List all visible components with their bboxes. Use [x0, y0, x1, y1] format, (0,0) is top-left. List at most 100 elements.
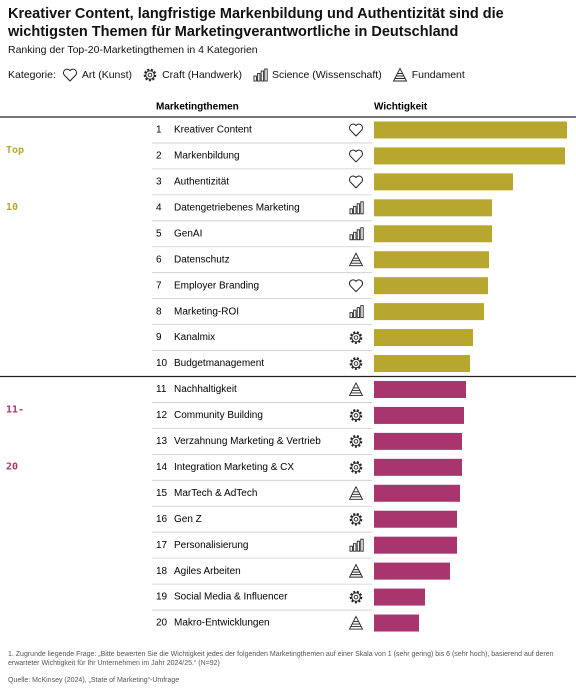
bar [374, 303, 484, 321]
rank: 18 [156, 566, 168, 577]
rank: 13 [156, 436, 168, 447]
category-icon [349, 512, 363, 526]
category-icon [349, 538, 364, 552]
legend-label: Science (Wissenschaft) [272, 69, 382, 81]
legend-item: Fundament [392, 67, 465, 83]
bar [374, 199, 492, 217]
rank: 16 [156, 514, 168, 525]
topic: Verzahnung Marketing & Vertrieb [174, 436, 321, 447]
column-header: Wichtigkeit [374, 102, 428, 113]
bar [374, 510, 457, 528]
topic: Budgetmanagement [174, 358, 264, 369]
legend-icon [62, 68, 77, 82]
rank: 1 [156, 125, 162, 136]
category-icon [348, 252, 364, 267]
rank: 17 [156, 540, 168, 551]
rank: 5 [156, 228, 162, 239]
topic: Personalisierung [174, 540, 249, 551]
category-icon [349, 227, 364, 241]
category-icon [348, 123, 364, 137]
topic: Gen Z [174, 514, 202, 525]
topic: MarTech & AdTech [174, 488, 257, 499]
rank: 9 [156, 332, 162, 343]
legend: Kategorie: Art (Kunst) Craft (Handwerk) Sci… [8, 67, 469, 83]
bar [374, 355, 470, 373]
legend-label: Craft (Handwerk) [162, 69, 242, 81]
rank: 11 [156, 384, 167, 395]
bar [374, 536, 457, 554]
topic: Employer Branding [174, 280, 259, 291]
topic: Nachhaltigkeit [174, 384, 237, 395]
category-icon [349, 201, 364, 215]
topic: Datenschutz [174, 254, 230, 265]
legend-icon [253, 68, 268, 82]
group-label: 11- [6, 405, 24, 416]
bar [374, 225, 492, 243]
footnote: 1. Zugrunde liegende Frage: „Bitte bewer… [8, 651, 554, 667]
legend-icon [392, 67, 407, 82]
category-icon [349, 357, 363, 370]
rank: 2 [156, 151, 162, 162]
group-label: Top [6, 145, 24, 156]
category-icon [349, 590, 363, 604]
legend-item: Art (Kunst) [62, 67, 132, 83]
rank: 12 [156, 410, 168, 421]
rank: 15 [156, 488, 168, 499]
topic: Kanalmix [174, 332, 215, 343]
category-icon [348, 563, 364, 578]
bar [374, 458, 462, 476]
bar [374, 147, 565, 165]
topic: Kreativer Content [174, 125, 252, 136]
topic: Social Media & Influencer [174, 592, 288, 603]
bar [374, 406, 464, 424]
topic: GenAI [174, 228, 202, 239]
topic: Integration Marketing & CX [174, 462, 294, 473]
topic: Markenbildung [174, 151, 240, 162]
group-label: 10 [6, 202, 18, 213]
topic: Makro-Entwicklungen [174, 618, 270, 629]
legend-title: Kategorie: [8, 69, 56, 81]
bar [374, 484, 460, 502]
category-icon [349, 409, 363, 422]
rank: 14 [156, 462, 168, 473]
topic: Authentizität [174, 177, 229, 188]
category-icon [349, 305, 364, 319]
bar [374, 173, 513, 191]
topic: Community Building [174, 410, 263, 421]
chart: Marketingthemen Wichtigkeit Top 10 1 Kreati… [0, 102, 576, 632]
category-icon [348, 279, 364, 293]
category-icon [348, 381, 364, 396]
source: Quelle: McKinsey (2024), „State of Marke… [8, 677, 180, 684]
rank: 3 [156, 177, 162, 188]
rank: 6 [156, 254, 162, 265]
legend-item: Craft (Handwerk) [142, 67, 242, 83]
bar [374, 614, 419, 632]
category-icon [349, 435, 363, 448]
category-icon [348, 149, 364, 163]
group-label: 20 [6, 462, 18, 473]
rank: 7 [156, 280, 162, 291]
subtitle: Ranking der Top-20-Marketingthemen in 4 … [8, 44, 258, 56]
legend-item: Science (Wissenschaft) [252, 67, 382, 83]
column-header: Marketingthemen [156, 102, 239, 113]
bar [374, 329, 473, 347]
topic: Agiles Arbeiten [174, 566, 241, 577]
bar [374, 588, 425, 606]
bar [374, 562, 450, 580]
rank: 8 [156, 306, 162, 317]
bar [374, 432, 462, 450]
legend-label: Art (Kunst) [81, 69, 133, 81]
rank: 10 [156, 358, 168, 369]
category-icon [348, 485, 364, 500]
category-icon [349, 331, 363, 344]
legend-label: Fundament [411, 69, 465, 81]
topic: Datengetriebenes Marketing [174, 202, 300, 213]
category-icon [349, 461, 363, 474]
bar [374, 277, 488, 295]
bar [374, 121, 567, 139]
category-icon [348, 615, 364, 630]
topic: Marketing-ROI [174, 306, 239, 317]
rank: 20 [156, 618, 168, 629]
category-icon [348, 175, 364, 189]
